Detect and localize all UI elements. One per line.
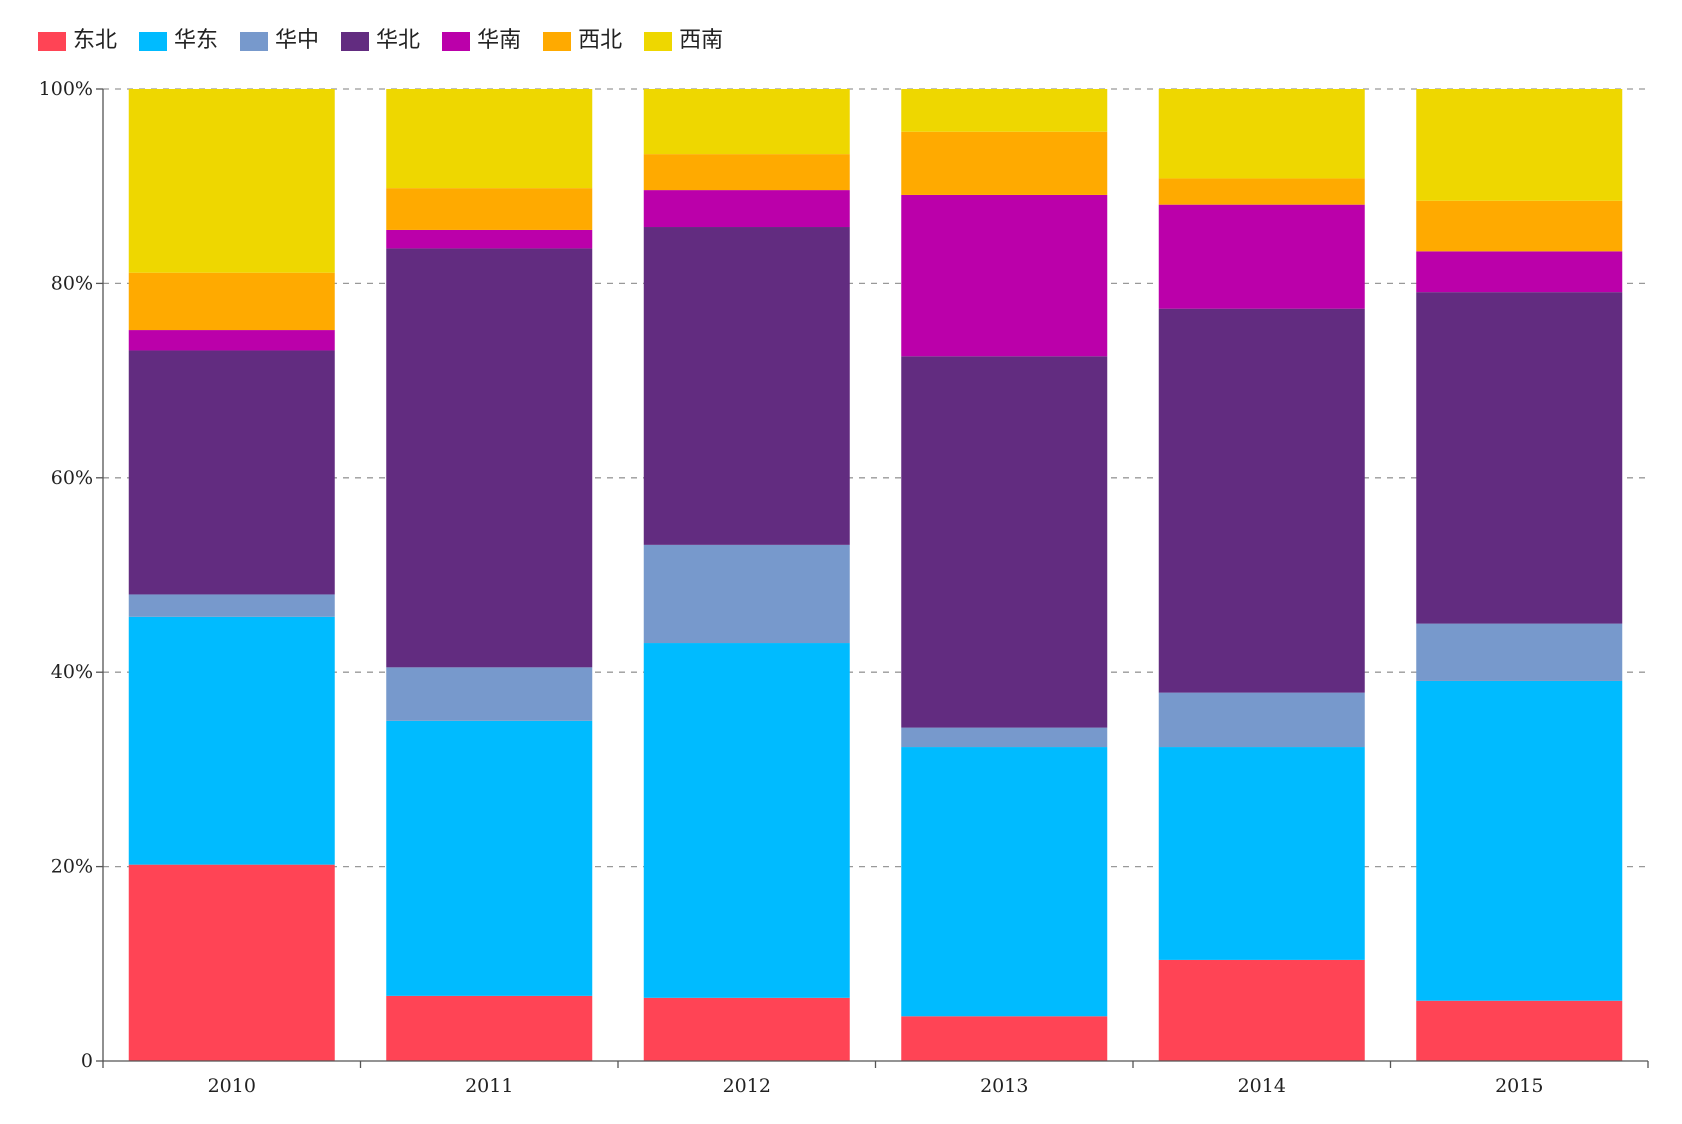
legend-label: 华中 [275, 28, 320, 53]
legend-swatch [240, 31, 269, 51]
legend-label: 华南 [477, 28, 522, 53]
bar-segment[interactable] [386, 720, 593, 996]
bar-segment[interactable] [1158, 959, 1365, 1061]
x-tick-label: 2015 [1495, 1075, 1543, 1097]
bar-segment[interactable] [1158, 308, 1365, 693]
legend-swatch [543, 31, 572, 51]
bar-segment[interactable] [643, 89, 850, 155]
bar-segment[interactable] [1416, 251, 1623, 293]
bar-segment[interactable] [386, 995, 593, 1061]
legend-item[interactable]: 西南 [644, 30, 723, 52]
x-tick-label: 2010 [208, 1075, 256, 1097]
legend: 东北 华东 华中 华北 华南 西北 西南 [38, 30, 745, 52]
x-tick-label: 2013 [980, 1075, 1028, 1097]
legend-swatch [341, 31, 370, 51]
bar-segment[interactable] [1158, 204, 1365, 309]
x-tick-label: 2011 [465, 1075, 513, 1097]
bar-segment[interactable] [643, 544, 850, 644]
bar-segment[interactable] [128, 616, 335, 865]
bar-segment[interactable] [128, 864, 335, 1061]
legend-label: 东北 [73, 28, 118, 53]
legend-swatch [38, 31, 66, 51]
bar-segment[interactable] [386, 667, 593, 721]
bar-segment[interactable] [1416, 623, 1623, 681]
bar-segment[interactable] [901, 131, 1108, 195]
bar-segment[interactable] [128, 89, 335, 273]
legend-swatch [139, 31, 168, 51]
bar-segment[interactable] [386, 188, 593, 230]
bar-segment[interactable] [901, 356, 1108, 728]
y-tick-label: 60% [51, 467, 93, 489]
bar-segment[interactable] [1158, 747, 1365, 960]
legend-item[interactable]: 华东 [139, 30, 218, 52]
y-tick-label: 0 [81, 1050, 93, 1072]
x-tick-label: 2014 [1238, 1075, 1286, 1097]
bar-segment[interactable] [643, 154, 850, 191]
bar-segment[interactable] [643, 643, 850, 998]
x-tick-label: 2012 [723, 1075, 771, 1097]
legend-item[interactable]: 东北 [38, 30, 117, 52]
legend-item[interactable]: 华南 [442, 30, 521, 52]
bar-segment[interactable] [1416, 292, 1623, 624]
legend-label: 西北 [578, 28, 623, 53]
bar-segment[interactable] [901, 747, 1108, 1017]
bar-segment[interactable] [901, 727, 1108, 748]
y-tick-label: 100% [39, 78, 93, 100]
bar-segment[interactable] [1416, 200, 1623, 252]
bar-segment[interactable] [386, 89, 593, 189]
legend-item[interactable]: 华北 [341, 30, 420, 52]
bar-segment[interactable] [901, 194, 1108, 357]
bar-segment[interactable] [1158, 178, 1365, 205]
bar-segment[interactable] [386, 229, 593, 249]
bar-segment[interactable] [901, 89, 1108, 132]
bar-segment[interactable] [1416, 680, 1623, 1001]
bar-segment[interactable] [901, 1016, 1108, 1061]
bar-segment[interactable] [643, 190, 850, 228]
legend-label: 西南 [679, 28, 724, 53]
y-tick-label: 40% [51, 661, 93, 683]
legend-item[interactable]: 西北 [543, 30, 622, 52]
bar-segment[interactable] [643, 997, 850, 1061]
bar-segment[interactable] [1158, 692, 1365, 748]
y-tick-label: 20% [51, 856, 93, 878]
bar-segment[interactable] [128, 330, 335, 351]
bar-segment[interactable] [1416, 89, 1623, 201]
y-tick-label: 80% [51, 272, 93, 294]
bar-segment[interactable] [128, 272, 335, 331]
legend-item[interactable]: 华中 [240, 30, 319, 52]
bar-segment[interactable] [643, 227, 850, 545]
legend-label: 华东 [174, 28, 219, 53]
bar-segment[interactable] [128, 350, 335, 595]
legend-swatch [442, 31, 471, 51]
bar-segment[interactable] [1416, 1000, 1623, 1061]
legend-swatch [644, 31, 673, 51]
bar-segment[interactable] [128, 594, 335, 617]
legend-label: 华北 [376, 28, 421, 53]
bar-segment[interactable] [386, 248, 593, 668]
bar-segment[interactable] [1158, 89, 1365, 179]
